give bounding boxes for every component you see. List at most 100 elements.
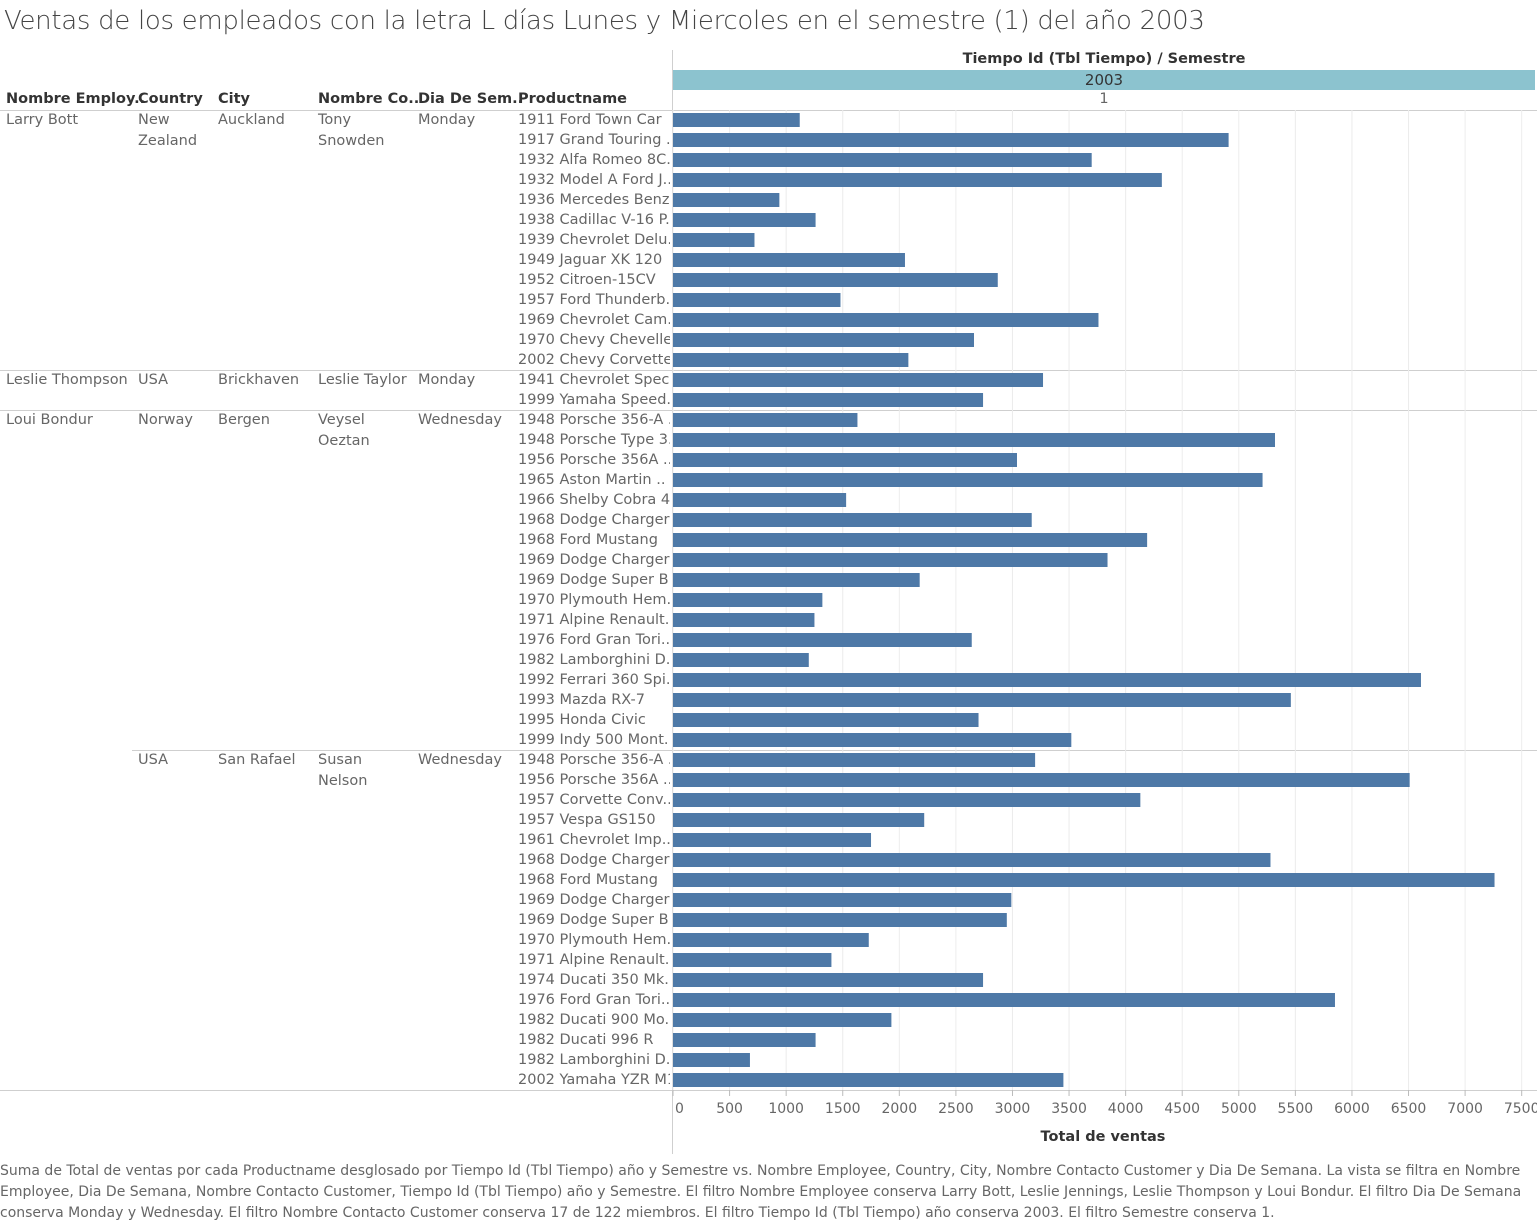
bar[interactable]	[673, 633, 972, 647]
product-label[interactable]: 2002 Yamaha YZR M1	[518, 1072, 670, 1088]
product-label[interactable]: 1956 Porsche 356A ..	[518, 772, 670, 788]
bar[interactable]	[673, 693, 1291, 707]
bar[interactable]	[673, 673, 1421, 687]
product-label[interactable]: 1938 Cadillac V-16 P..	[518, 212, 670, 228]
header-country[interactable]: Country	[138, 91, 203, 107]
bar[interactable]	[673, 533, 1148, 547]
product-label[interactable]: 1948 Porsche 356-A ..	[518, 412, 670, 428]
product-label[interactable]: 1969 Dodge Super B..	[518, 912, 670, 928]
bar[interactable]	[673, 513, 1032, 527]
bar[interactable]	[673, 573, 920, 587]
product-label[interactable]: 2002 Chevy Corvette	[518, 352, 670, 368]
bar[interactable]	[673, 333, 974, 347]
product-label[interactable]: 1976 Ford Gran Tori..	[518, 992, 670, 1008]
product-label[interactable]: 1971 Alpine Renault..	[518, 952, 670, 968]
product-label[interactable]: 1917 Grand Touring ..	[518, 132, 670, 148]
bar[interactable]	[673, 353, 909, 367]
bar[interactable]	[673, 313, 1099, 327]
bar[interactable]	[673, 873, 1495, 887]
product-label[interactable]: 1949 Jaguar XK 120	[518, 252, 663, 268]
product-label[interactable]: 1968 Ford Mustang	[518, 532, 658, 548]
bar[interactable]	[673, 273, 998, 287]
bar[interactable]	[673, 253, 905, 267]
product-label[interactable]: 1982 Lamborghini D..	[518, 1052, 670, 1068]
bar[interactable]	[673, 1073, 1064, 1087]
bar[interactable]	[673, 1013, 892, 1027]
product-label[interactable]: 1982 Lamborghini D..	[518, 652, 670, 668]
header-day[interactable]: Dia De Sem..	[418, 91, 524, 107]
product-label[interactable]: 1995 Honda Civic	[518, 712, 646, 728]
product-label[interactable]: 1970 Chevy Chevelle..	[518, 332, 670, 348]
product-label[interactable]: 1956 Porsche 356A ..	[518, 452, 670, 468]
bar[interactable]	[673, 853, 1271, 867]
bar[interactable]	[673, 613, 815, 627]
product-label[interactable]: 1968 Dodge Charger	[518, 852, 670, 868]
product-label[interactable]: 1957 Vespa GS150	[518, 812, 656, 828]
semester-header[interactable]: 1	[1099, 91, 1109, 107]
bar[interactable]	[673, 773, 1410, 787]
bar[interactable]	[673, 933, 869, 947]
header-contact[interactable]: Nombre Co..	[318, 91, 420, 107]
bar[interactable]	[673, 653, 809, 667]
bar[interactable]	[673, 373, 1044, 387]
bar[interactable]	[673, 413, 858, 427]
bar[interactable]	[673, 813, 925, 827]
product-label[interactable]: 1982 Ducati 996 R	[518, 1032, 654, 1048]
bar[interactable]	[673, 993, 1335, 1007]
product-label[interactable]: 1982 Ducati 900 Mo..	[518, 1012, 670, 1028]
product-label[interactable]: 1932 Model A Ford J..	[518, 172, 670, 188]
bar[interactable]	[673, 213, 816, 227]
bar[interactable]	[673, 293, 841, 307]
bar[interactable]	[673, 553, 1108, 567]
bar[interactable]	[673, 233, 755, 247]
bar[interactable]	[673, 113, 800, 127]
product-label[interactable]: 1936 Mercedes Benz..	[518, 192, 670, 208]
product-label[interactable]: 1965 Aston Martin ..	[518, 472, 666, 488]
product-label[interactable]: 1969 Dodge Charger	[518, 552, 670, 568]
header-employee[interactable]: Nombre Employ..	[6, 91, 146, 107]
product-label[interactable]: 1970 Plymouth Hem..	[518, 932, 670, 948]
product-label[interactable]: 1993 Mazda RX-7	[518, 692, 645, 708]
bar[interactable]	[673, 153, 1092, 167]
product-label[interactable]: 1969 Dodge Super B..	[518, 572, 670, 588]
product-label[interactable]: 1969 Dodge Charger	[518, 892, 670, 908]
bar[interactable]	[673, 433, 1275, 447]
product-label[interactable]: 1968 Ford Mustang	[518, 872, 658, 888]
product-label[interactable]: 1932 Alfa Romeo 8C..	[518, 152, 670, 168]
product-label[interactable]: 1941 Chevrolet Spec..	[518, 372, 670, 388]
bar[interactable]	[673, 793, 1141, 807]
header-city[interactable]: City	[218, 91, 250, 107]
column-field-header[interactable]: Tiempo Id (Tbl Tiempo) / Semestre	[962, 51, 1246, 67]
bar[interactable]	[673, 133, 1229, 147]
product-label[interactable]: 1952 Citroen-15CV	[518, 272, 656, 288]
product-label[interactable]: 1957 Ford Thunderb..	[518, 292, 670, 308]
bar[interactable]	[673, 713, 979, 727]
bar[interactable]	[673, 833, 872, 847]
bar[interactable]	[673, 913, 1007, 927]
bar[interactable]	[673, 753, 1036, 767]
year-header[interactable]: 2003	[673, 70, 1535, 90]
product-label[interactable]: 1970 Plymouth Hem..	[518, 592, 670, 608]
product-label[interactable]: 1968 Dodge Charger	[518, 512, 670, 528]
header-product[interactable]: Productname	[518, 91, 628, 107]
bar[interactable]	[673, 453, 1017, 467]
bar[interactable]	[673, 393, 984, 407]
product-label[interactable]: 1957 Corvette Conv..	[518, 792, 670, 808]
product-label[interactable]: 1999 Yamaha Speed..	[518, 392, 670, 408]
bar[interactable]	[673, 193, 780, 207]
product-label[interactable]: 1992 Ferrari 360 Spi..	[518, 672, 670, 688]
bar[interactable]	[673, 593, 823, 607]
product-label[interactable]: 1948 Porsche 356-A ..	[518, 752, 670, 768]
bar[interactable]	[673, 1053, 750, 1067]
bar[interactable]	[673, 493, 847, 507]
product-label[interactable]: 1976 Ford Gran Tori..	[518, 632, 670, 648]
bar[interactable]	[673, 893, 1012, 907]
bar[interactable]	[673, 733, 1072, 747]
product-label[interactable]: 1966 Shelby Cobra 4..	[518, 492, 670, 508]
product-label[interactable]: 1974 Ducati 350 Mk..	[518, 972, 670, 988]
product-label[interactable]: 1939 Chevrolet Delu..	[518, 232, 670, 248]
bar[interactable]	[673, 173, 1162, 187]
bar[interactable]	[673, 973, 984, 987]
bar[interactable]	[673, 1033, 816, 1047]
product-label[interactable]: 1948 Porsche Type 3..	[518, 432, 670, 448]
